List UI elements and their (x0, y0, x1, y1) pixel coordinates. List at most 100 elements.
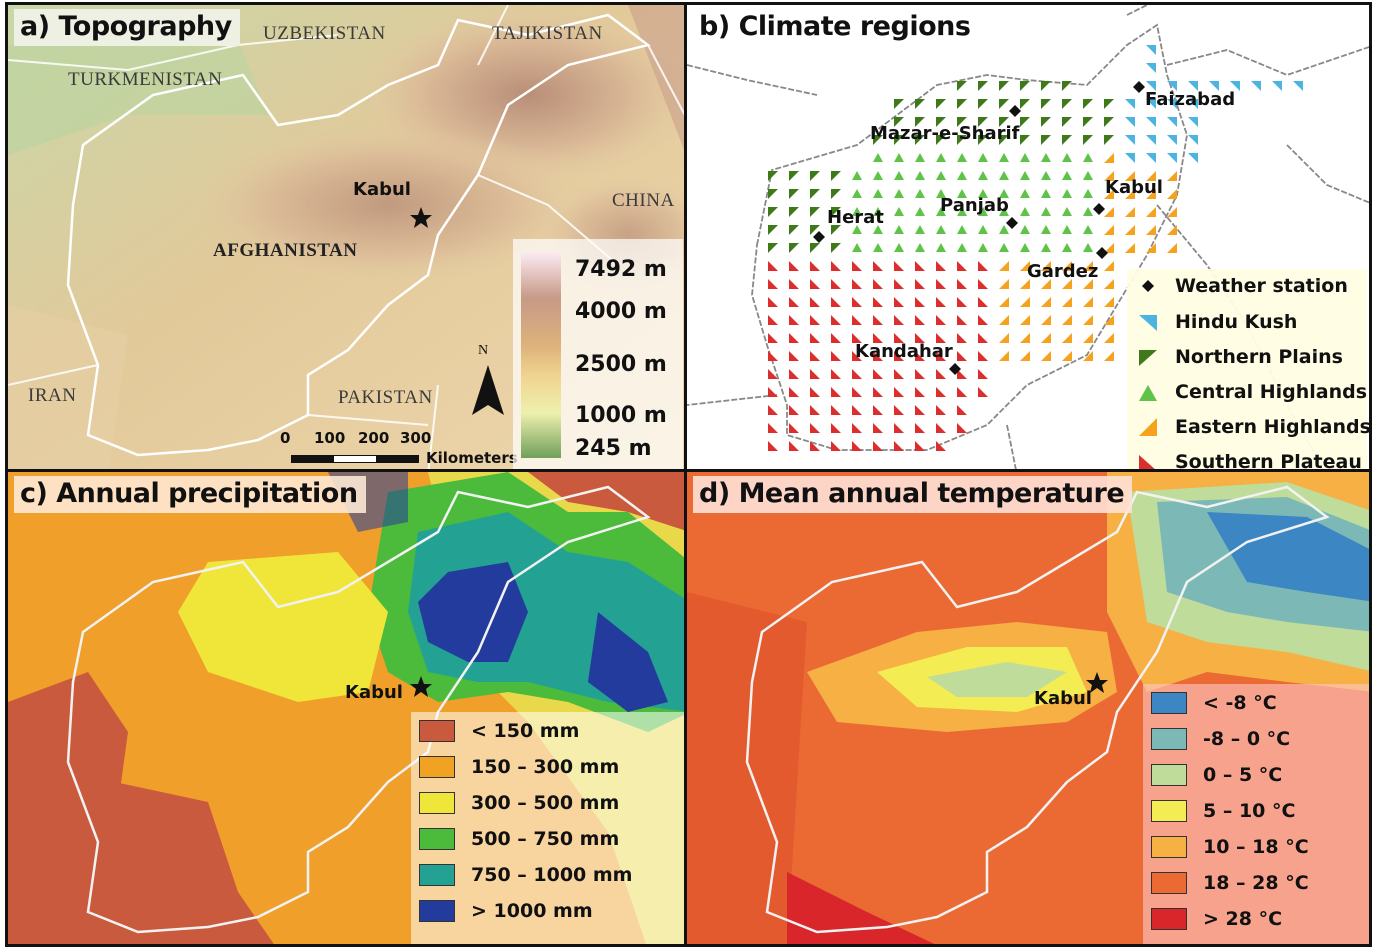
weather-station-icon (813, 231, 825, 243)
legend-item: Southern Plateau (1137, 451, 1362, 472)
region-triangle-icon (1139, 455, 1155, 469)
country-label-tajikistan: TAJIKISTAN (492, 23, 603, 44)
legend-label: 750 – 1000 mm (471, 864, 633, 886)
legend-swatch (419, 720, 455, 742)
legend-label: 150 – 300 mm (471, 756, 620, 778)
scale-tick-200: 200 (358, 429, 390, 447)
city-label-kabul: Kabul (353, 179, 411, 200)
country-label-pakistan: PAKISTAN (338, 387, 433, 408)
legend-label: 18 – 28 °C (1203, 872, 1309, 894)
elevation-color-ramp (521, 253, 561, 458)
legend-label: Northern Plains (1175, 346, 1343, 368)
precipitation-legend: < 150 mm 150 – 300 mm 300 – 500 mm 500 – 75… (411, 712, 684, 944)
region-triangle-icon (1139, 418, 1157, 436)
weather-station-icon (1096, 247, 1108, 259)
scale-tick-0: 0 (280, 429, 291, 447)
legend-item: Central Highlands (1137, 381, 1367, 403)
legend-item: 150 – 300 mm (419, 756, 619, 778)
region-triangle-icon (1139, 315, 1157, 331)
legend-item: Hindu Kush (1137, 311, 1297, 333)
weather-station-icon (1093, 203, 1105, 215)
legend-swatch (1151, 872, 1187, 894)
legend-label: Hindu Kush (1175, 311, 1298, 333)
legend-label: Central Highlands (1175, 381, 1368, 403)
legend-label: 0 – 5 °C (1203, 764, 1283, 786)
station-label-herat: Herat (827, 207, 884, 228)
weather-station-icon (1009, 105, 1021, 117)
elevation-label: 7492 m (575, 257, 667, 282)
legend-item: < 150 mm (419, 720, 579, 742)
topography-map (8, 5, 684, 469)
legend-item: 5 – 10 °C (1151, 800, 1295, 822)
legend-item: < -8 °C (1151, 692, 1277, 714)
elevation-label: 245 m (575, 436, 652, 461)
legend-label: < 150 mm (471, 720, 580, 742)
elevation-label: 2500 m (575, 352, 667, 377)
legend-weather-station: Weather station (1137, 275, 1348, 297)
legend-swatch (1151, 800, 1187, 822)
city-label-kabul: Kabul (345, 682, 403, 703)
legend-item: > 28 °C (1151, 908, 1282, 930)
legend-item: 10 – 18 °C (1151, 836, 1309, 858)
panel-climate-regions: b) Climate regions Faizabad Mazar-e-Shar… (684, 2, 1372, 472)
panel-a-title: a) Topography (14, 9, 240, 46)
country-label-afghanistan: AFGHANISTAN (213, 240, 358, 261)
country-label-uzbekistan: UZBEKISTAN (263, 23, 386, 44)
station-label-kabul: Kabul (1105, 177, 1163, 198)
legend-label: 300 – 500 mm (471, 792, 620, 814)
city-label-kabul: Kabul (1034, 688, 1092, 709)
panel-d-title: d) Mean annual temperature (693, 476, 1133, 513)
legend-label: Eastern Highlands (1175, 416, 1371, 438)
legend-swatch (1151, 728, 1187, 750)
country-label-china: CHINA (612, 190, 675, 211)
legend-swatch (419, 828, 455, 850)
weather-station-icon (1142, 280, 1154, 292)
station-label-mazar-e-sharif: Mazar-e-Sharif (870, 123, 1020, 144)
panel-annual-precipitation: c) Annual precipitation Kabul < 150 mm 15… (5, 469, 687, 947)
legend-swatch (419, 756, 455, 778)
legend-label: Weather station (1175, 275, 1348, 297)
legend-label: < -8 °C (1203, 692, 1277, 714)
legend-item: > 1000 mm (419, 900, 593, 922)
region-triangle-icon (1139, 385, 1157, 401)
legend-swatch (419, 792, 455, 814)
kabul-star-icon (1086, 672, 1108, 693)
station-label-faizabad: Faizabad (1145, 89, 1236, 110)
legend-swatch (1151, 836, 1187, 858)
legend-label: 5 – 10 °C (1203, 800, 1296, 822)
legend-swatch (419, 900, 455, 922)
north-label: N (478, 343, 489, 358)
scale-tick-300: 300 (400, 429, 432, 447)
panel-mean-annual-temperature: d) Mean annual temperature Kabul < -8 °C… (684, 469, 1372, 947)
station-label-panjab: Panjab (940, 195, 1009, 216)
kabul-star-icon (410, 207, 432, 228)
kabul-star-icon (410, 676, 432, 697)
legend-label: Southern Plateau (1175, 451, 1362, 472)
country-label-turkmenistan: TURKMENISTAN (68, 69, 223, 90)
weather-station-icon (1133, 81, 1145, 93)
station-label-kandahar: Kandahar (855, 341, 953, 362)
legend-label: > 1000 mm (471, 900, 593, 922)
weather-station-icon (1006, 217, 1018, 229)
temperature-legend: < -8 °C -8 – 0 °C 0 – 5 °C 5 – 10 °C 10 – 18… (1143, 684, 1369, 944)
country-label-iran: IRAN (28, 385, 77, 406)
legend-item: 500 – 750 mm (419, 828, 619, 850)
panel-topography: a) Topography UZBEKISTAN TAJIKISTAN TURK… (5, 2, 687, 472)
legend-item: Eastern Highlands (1137, 416, 1371, 438)
legend-label: 10 – 18 °C (1203, 836, 1309, 858)
weather-station-icon (949, 363, 961, 375)
elevation-legend: 7492 m 4000 m 2500 m 1000 m 245 m (513, 239, 683, 469)
legend-label: 500 – 750 mm (471, 828, 620, 850)
scale-unit: Kilometers (426, 449, 518, 467)
legend-item: 0 – 5 °C (1151, 764, 1282, 786)
legend-swatch (1151, 764, 1187, 786)
legend-item: -8 – 0 °C (1151, 728, 1290, 750)
station-label-gardez: Gardez (1027, 261, 1099, 282)
panel-c-title: c) Annual precipitation (14, 476, 366, 513)
legend-swatch (419, 864, 455, 886)
legend-swatch (1151, 692, 1187, 714)
panel-b-title: b) Climate regions (699, 11, 971, 42)
north-arrow-icon (472, 365, 504, 415)
legend-label: > 28 °C (1203, 908, 1283, 930)
